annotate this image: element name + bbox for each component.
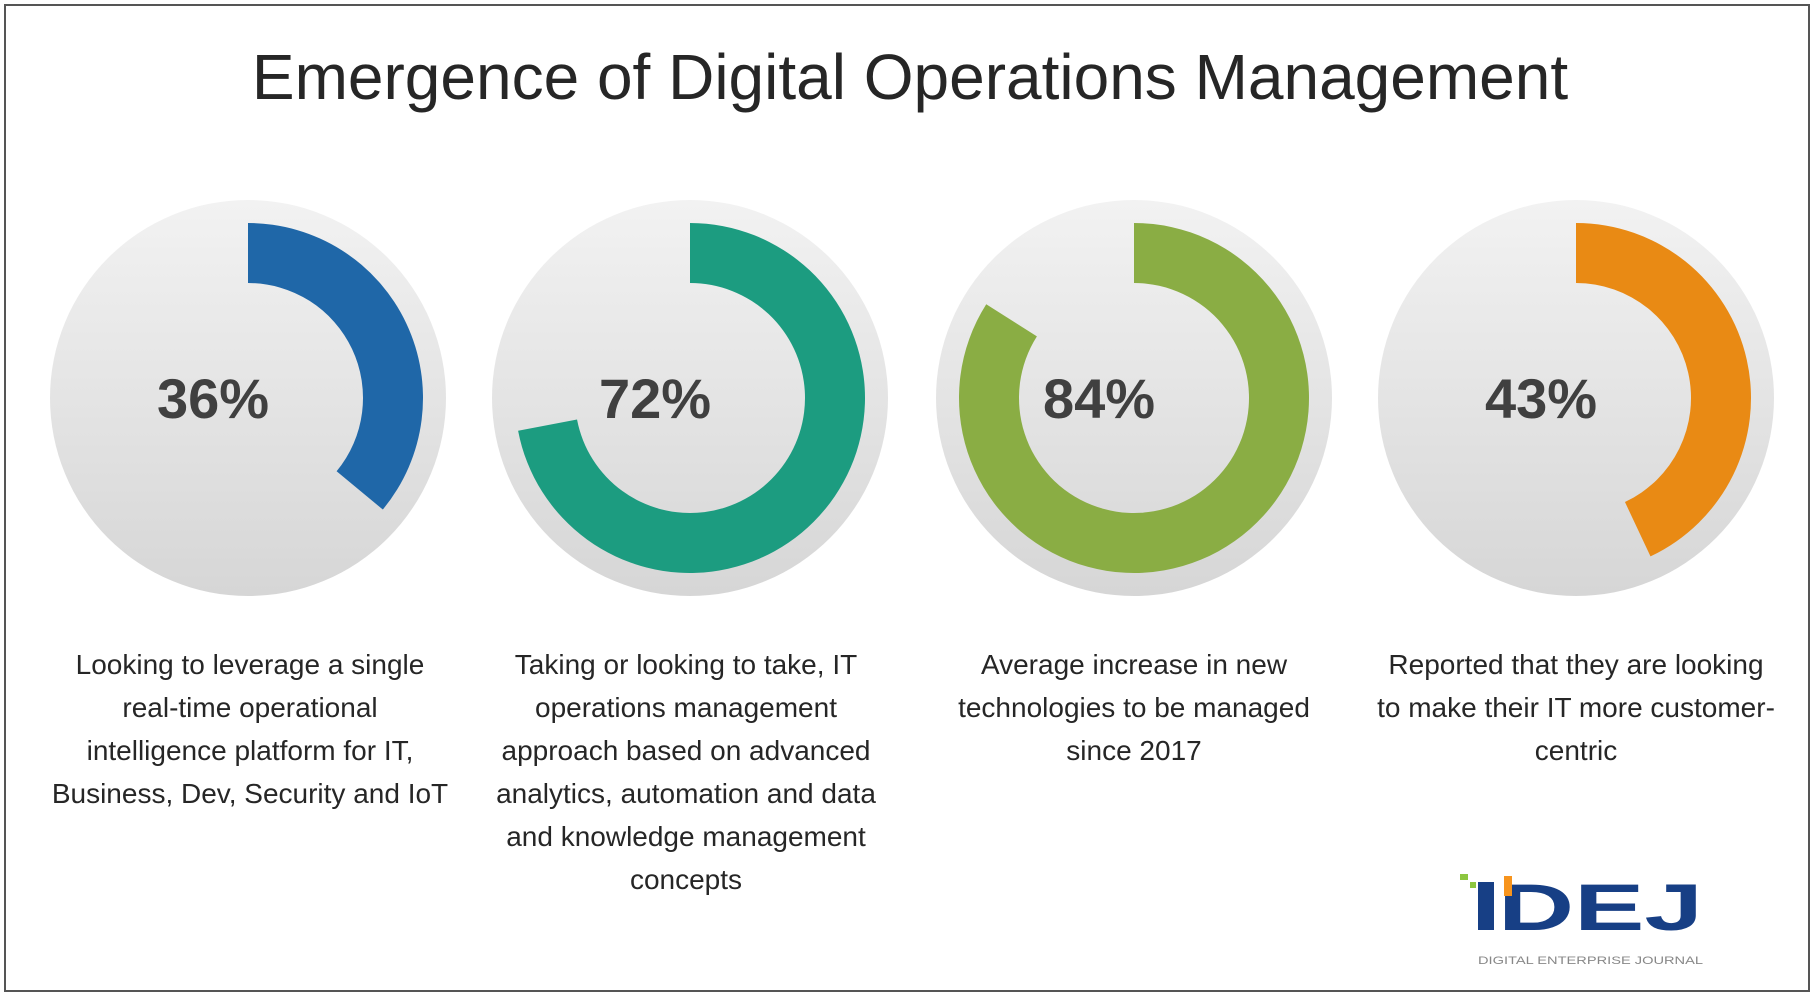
gauge-arc	[248, 223, 423, 510]
dej-logo: DEJ DIGITAL ENTERPRISE JOURNAL	[1460, 870, 1703, 967]
gauge-value-label: 84%	[1043, 367, 1155, 430]
logo-letter-i	[1478, 882, 1494, 930]
gauge-arc	[1576, 223, 1752, 557]
logo-subtitle: DIGITAL ENTERPRISE JOURNAL	[1478, 955, 1703, 967]
gauge-value-label: 43%	[1485, 367, 1597, 430]
logo-bookmark	[1504, 876, 1512, 896]
stat-description-3: Average increase in new technologies to …	[958, 649, 1310, 766]
logo-lettering: DEJ	[1498, 870, 1703, 944]
logo-pixel	[1460, 874, 1468, 880]
gauge-arc	[958, 223, 1310, 573]
gauge-value-label: 36%	[157, 367, 269, 430]
logo-pixel	[1470, 882, 1476, 888]
page-title: Emergence of Digital Operations Manageme…	[251, 41, 1569, 113]
gauge-value-label: 72%	[599, 367, 711, 430]
stat-description-2: Taking or looking to take, IT operations…	[496, 649, 876, 895]
stat-description-4: Reported that they are looking to make t…	[1377, 649, 1775, 766]
infographic-frame	[4, 4, 1810, 992]
gauge-arc	[518, 223, 865, 573]
stat-description-1: Looking to leverage a single real-time o…	[51, 649, 449, 809]
